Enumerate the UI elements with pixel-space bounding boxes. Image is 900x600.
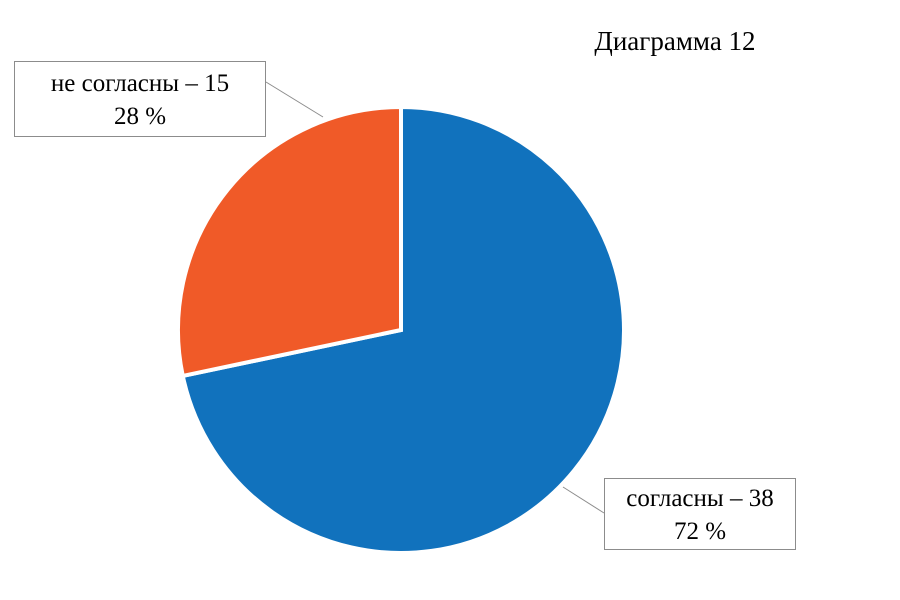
leader-line-disagree xyxy=(265,81,324,118)
pie-slice-disagree xyxy=(176,104,403,379)
data-label-disagree-count: не согласны – 15 xyxy=(50,70,230,97)
data-label-agree: согласны – 38 72 % xyxy=(604,478,796,550)
leader-line-agree xyxy=(562,486,605,514)
data-label-disagree-percent: 28 % xyxy=(113,103,167,130)
chart-title: Диаграмма 12 xyxy=(594,26,756,56)
data-label-agree-count: согласны – 38 xyxy=(626,485,774,512)
data-label-disagree: не согласны – 15 28 % xyxy=(14,61,266,137)
pie-slices xyxy=(176,104,626,555)
data-label-agree-percent: 72 % xyxy=(673,518,727,545)
pie-slice-agree xyxy=(180,104,626,555)
